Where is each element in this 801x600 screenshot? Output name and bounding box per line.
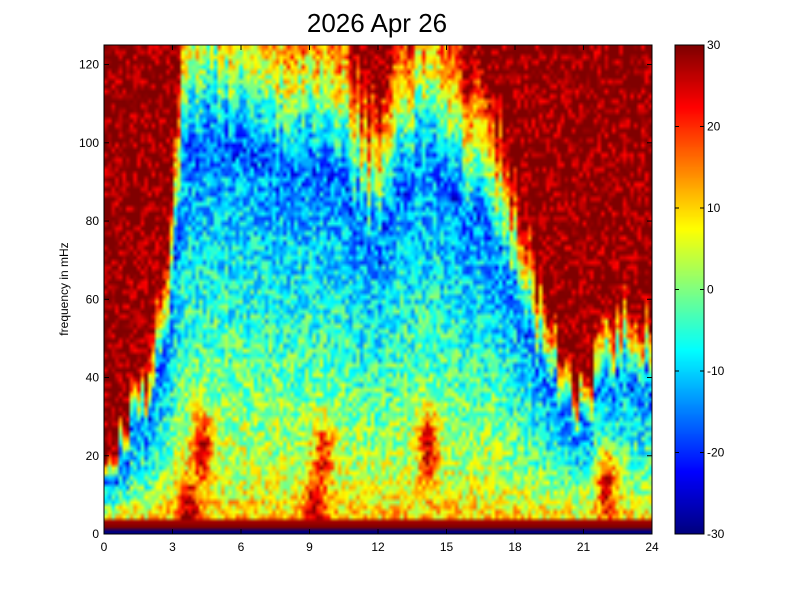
x-tick-label: 0 xyxy=(101,540,108,554)
chart-title: 2026 Apr 26 xyxy=(307,8,447,38)
y-axis: 0 20 40 60 80 100 120 xyxy=(79,58,652,541)
colorbar-tick-label: 20 xyxy=(707,120,721,134)
colorbar: -30 -20 -10 0 10 20 30 xyxy=(674,38,725,541)
y-tick-label: 40 xyxy=(86,371,100,385)
y-tick-label: 80 xyxy=(86,214,100,228)
colorbar-tick-label: -20 xyxy=(707,446,725,460)
spectrogram-image xyxy=(104,45,652,534)
x-tick-label: 6 xyxy=(238,540,245,554)
y-tick-label: 60 xyxy=(86,292,100,306)
colorbar-tick-label: 30 xyxy=(707,38,721,52)
x-axis: 0 3 6 9 12 15 18 21 24 xyxy=(101,45,659,554)
y-axis-label: frequency in mHz xyxy=(57,242,71,335)
y-tick-label: 120 xyxy=(79,58,99,72)
heatmap xyxy=(104,45,652,534)
x-tick-label: 15 xyxy=(440,540,454,554)
colorbar-gradient xyxy=(675,45,704,534)
x-tick-label: 9 xyxy=(306,540,313,554)
x-tick-label: 21 xyxy=(577,540,591,554)
colorbar-tick-label: -10 xyxy=(707,364,725,378)
x-tick-label: 12 xyxy=(371,540,385,554)
colorbar-tick-label: -30 xyxy=(707,527,725,541)
y-tick-label: 100 xyxy=(79,136,99,150)
y-tick-label: 20 xyxy=(86,449,100,463)
colorbar-axis: -30 -20 -10 0 10 20 30 xyxy=(675,38,725,541)
x-tick-label: 24 xyxy=(645,540,659,554)
colorbar-tick-label: 10 xyxy=(707,201,721,215)
x-tick-label: 18 xyxy=(508,540,522,554)
colorbar-tick-label: 0 xyxy=(707,283,714,297)
y-tick-label: 0 xyxy=(92,527,99,541)
x-tick-label: 3 xyxy=(169,540,176,554)
